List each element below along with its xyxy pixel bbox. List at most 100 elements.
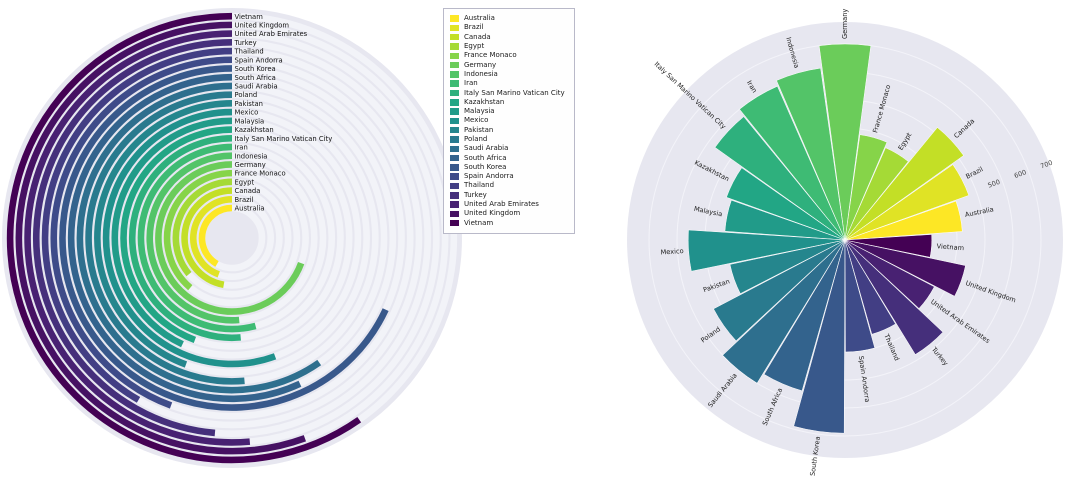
- legend-swatch-kazakhstan: [450, 99, 459, 106]
- ring-label-iran: Iran: [235, 144, 248, 152]
- ring-label-canada: Canada: [235, 187, 261, 195]
- polar-bar-mexico: [687, 229, 846, 272]
- legend-label-united-arab-emirates: United Arab Emirates: [464, 200, 539, 209]
- polar-bar-south-korea: [793, 239, 846, 434]
- ring-arc-south-africa: [67, 73, 302, 403]
- polar-bar-italy-san-marino-vatican-city: [714, 116, 846, 241]
- ring-arc-united-kingdom: [15, 21, 307, 455]
- ring-label-indonesia: Indonesia: [235, 152, 268, 160]
- polar-bar-iran: [739, 85, 846, 241]
- legend-item-egypt: Egypt: [450, 42, 568, 51]
- ring-arc-indonesia: [146, 152, 240, 324]
- legend-label-saudi-arabia: Saudi Arabia: [464, 144, 509, 153]
- legend-swatch-poland: [450, 136, 459, 143]
- legend-label-iran: Iran: [464, 79, 478, 88]
- ring-label-pakistan: Pakistan: [235, 100, 263, 108]
- legend-swatch-france-monaco: [450, 52, 459, 60]
- polar-bar-kazakhstan: [726, 167, 846, 241]
- legend-item-south-africa: South Africa: [450, 153, 568, 162]
- ring-label-poland: Poland: [235, 91, 258, 99]
- radial-tick-500: 500: [987, 178, 1001, 190]
- ring-label-saudi-arabia: Saudi Arabia: [235, 83, 278, 91]
- ring-arc-pakistan: [94, 100, 233, 368]
- polar-bar-brazil: [844, 164, 970, 241]
- legend-item-mexico: Mexico: [450, 116, 568, 125]
- radial-tick-600: 600: [1013, 168, 1027, 180]
- legend-label-germany: Germany: [464, 60, 497, 69]
- legend-swatch-germany: [450, 61, 459, 69]
- polar-bar-turkey: [844, 239, 944, 355]
- ring-label-brazil: Brazil: [235, 196, 254, 204]
- ring-arc-germany: [155, 161, 305, 315]
- legend-item-thailand: Thailand: [450, 181, 568, 190]
- ring-label-turkey: Turkey: [234, 39, 257, 47]
- ring-arc-canada: [181, 187, 233, 288]
- legend-swatch-vietnam: [450, 219, 459, 227]
- legend-swatch-south-korea: [450, 164, 459, 171]
- legend-label-kazakhstan: Kazakhstan: [464, 97, 505, 106]
- ring-arc-turkey: [32, 39, 233, 437]
- legend-swatch-egypt: [450, 43, 459, 50]
- legend-label-australia: Australia: [464, 14, 495, 23]
- legend-label-brazil: Brazil: [464, 23, 484, 32]
- legend-swatch-saudi-arabia: [450, 145, 459, 153]
- ring-arc-spain-andorra: [50, 56, 233, 409]
- legend-item-vietnam: Vietnam: [450, 219, 568, 228]
- ring-arc-mexico: [102, 108, 277, 368]
- ring-label-united-arab-emirates: United Arab Emirates: [235, 30, 308, 38]
- legend-item-poland: Poland: [450, 135, 568, 144]
- ring-label-kazakhstan: Kazakhstan: [235, 126, 274, 134]
- radial-bar-chart: Australia Brazil Canada Egypt France Monaco G…: [0, 0, 480, 484]
- legend-item-indonesia: Indonesia: [450, 70, 568, 79]
- legend-label-poland: Poland: [464, 135, 488, 143]
- legend-label-turkey: Turkey: [464, 190, 487, 199]
- legend-item-united-arab-emirates: United Arab Emirates: [450, 200, 568, 209]
- ring-label-australia: Australia: [235, 205, 265, 213]
- ring-arc-united-arab-emirates: [24, 30, 251, 446]
- ring-arc-malaysia: [111, 117, 233, 348]
- legend-swatch-australia: [450, 15, 459, 22]
- legend-label-france-monaco: France Monaco: [464, 51, 517, 60]
- legend-item-kazakhstan: Kazakhstan: [450, 98, 568, 107]
- legend-swatch-indonesia: [450, 71, 459, 78]
- ring-label-france-monaco: France Monaco: [235, 170, 286, 178]
- ring-label-malaysia: Malaysia: [235, 117, 265, 125]
- radial-tick-700: 700: [1039, 159, 1053, 171]
- ring-arc-france-monaco: [163, 169, 233, 291]
- ring-label-vietnam: Vietnam: [235, 13, 264, 21]
- legend-label-vietnam: Vietnam: [464, 218, 494, 227]
- ring-label-italy-san-marino-vatican-city: Italy San Marino Vatican City: [235, 135, 333, 143]
- polar-bar-spain-andorra: [844, 239, 876, 353]
- legend-item-saudi-arabia: Saudi Arabia: [450, 144, 568, 153]
- legend-swatch-turkey: [450, 192, 459, 199]
- legend-swatch-mexico: [450, 117, 459, 125]
- ring-arc-iran: [137, 143, 257, 333]
- polar-bar-chart: Australia Brazil Canada Egypt France Monaco G…: [608, 0, 1074, 484]
- ring-arc-australia: [198, 204, 233, 267]
- polar-bar-indonesia: [776, 67, 846, 241]
- legend-label-mexico: Mexico: [464, 116, 489, 125]
- polar-label-germany: Germany: [841, 9, 849, 39]
- polar-bar-united-arab-emirates: [844, 239, 935, 309]
- legend-item-iran: Iran: [450, 79, 568, 88]
- legend-swatch-united-kingdom: [450, 210, 459, 218]
- legend-item-australia: Australia: [450, 14, 568, 23]
- polar-bar-canada: [844, 127, 964, 241]
- legend-label-malaysia: Malaysia: [464, 107, 495, 116]
- ring-label-united-kingdom: United Kingdom: [235, 21, 290, 29]
- legend-swatch-iran: [450, 80, 459, 87]
- legend-swatch-south-africa: [450, 154, 459, 162]
- polar-bar-vietnam: [844, 234, 933, 258]
- ring-label-south-korea: South Korea: [235, 65, 276, 73]
- ring-label-thailand: Thailand: [234, 48, 264, 56]
- polar-label-vietnam: Vietnam: [936, 242, 964, 252]
- ring-arc-italy-san-marino-vatican-city: [128, 134, 241, 342]
- polar-bar-saudi-arabia: [722, 239, 846, 384]
- legend: Australia Brazil Canada Egypt France Monaco G…: [443, 8, 575, 234]
- legend-item-france-monaco: France Monaco: [450, 51, 568, 60]
- polar-bar-malaysia: [724, 199, 846, 241]
- legend-item-brazil: Brazil: [450, 23, 568, 32]
- ring-arc-brazil: [190, 195, 233, 278]
